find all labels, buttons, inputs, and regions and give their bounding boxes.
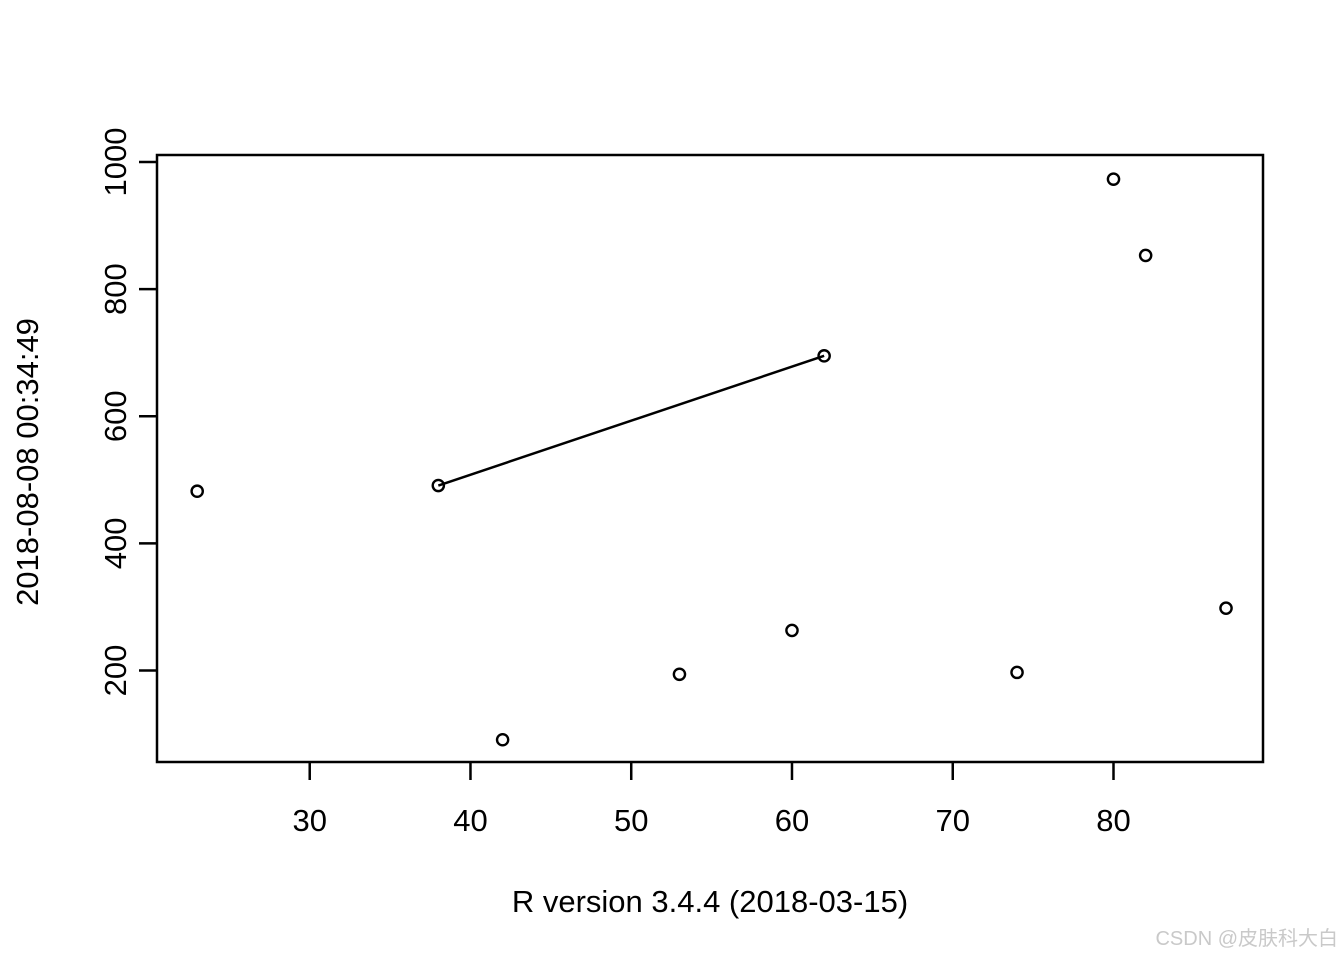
y-tick-label: 800 xyxy=(98,263,133,315)
y-tick-label: 200 xyxy=(98,645,133,697)
x-axis-title: R version 3.4.4 (2018-03-15) xyxy=(511,884,909,919)
data-point xyxy=(190,484,204,499)
x-tick-label: 80 xyxy=(1096,803,1130,838)
data-point xyxy=(672,667,687,682)
data-point xyxy=(785,623,799,638)
data-point xyxy=(1010,665,1024,680)
x-tick-label: 40 xyxy=(453,803,487,838)
plot-box xyxy=(155,153,1265,764)
x-tick-label: 70 xyxy=(935,803,969,838)
y-tick-label: 1000 xyxy=(98,128,133,197)
x-tick-label: 60 xyxy=(775,803,809,838)
data-point xyxy=(495,732,510,747)
y-axis-title: 2018-08-08 00:34:49 xyxy=(10,318,45,606)
data-point xyxy=(1106,172,1121,186)
x-tick-label: 30 xyxy=(292,803,326,838)
y-tick-label: 400 xyxy=(98,517,133,569)
x-tick-label: 50 xyxy=(614,803,648,838)
csdn-watermark: CSDN @皮肤科大白 xyxy=(1155,928,1338,950)
segment-line xyxy=(437,354,825,487)
data-point xyxy=(1138,248,1153,263)
y-tick-label: 600 xyxy=(98,390,133,442)
data-point xyxy=(1219,601,1233,615)
